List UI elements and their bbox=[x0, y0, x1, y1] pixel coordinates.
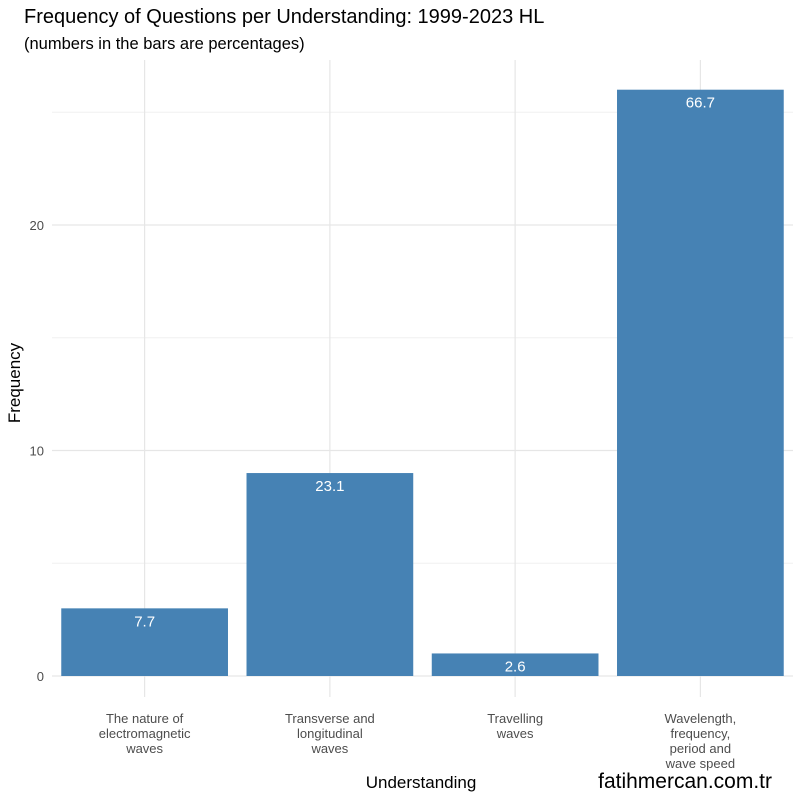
watermark-text: fatihmercan.com.tr bbox=[598, 770, 772, 793]
x-axis-label: Understanding bbox=[365, 773, 477, 792]
bar bbox=[246, 473, 414, 676]
bar bbox=[617, 89, 784, 676]
y-axis-label: Frequency bbox=[5, 342, 24, 424]
chart-title: Frequency of Questions per Understanding… bbox=[24, 6, 545, 28]
chart-subtitle: (numbers in the bars are percentages) bbox=[24, 35, 305, 53]
bar-value-label: 23.1 bbox=[315, 478, 344, 495]
y-tick-label: 10 bbox=[30, 444, 44, 459]
x-tick-label: Transverse and longitudinal waves bbox=[285, 711, 375, 756]
bar bbox=[61, 608, 228, 676]
bars-group: 7.7 23.1 2.6 66.7 bbox=[61, 89, 784, 676]
bar-value-label: 2.6 bbox=[505, 658, 526, 675]
y-tick-label: 20 bbox=[30, 218, 44, 233]
bar-value-label: 7.7 bbox=[134, 613, 155, 630]
y-tick-label: 0 bbox=[37, 669, 44, 684]
x-tick-label: Wavelength, frequency, period and wave spee… bbox=[664, 711, 736, 771]
bar bbox=[431, 653, 599, 676]
x-tick-label: The nature of electromagnetic waves bbox=[99, 711, 191, 756]
ticks-group: 0 10 20 The nature of electromagnetic waves Tr… bbox=[30, 218, 737, 771]
bar-value-label: 66.7 bbox=[686, 95, 715, 112]
x-tick-label: Travelling waves bbox=[487, 711, 543, 741]
